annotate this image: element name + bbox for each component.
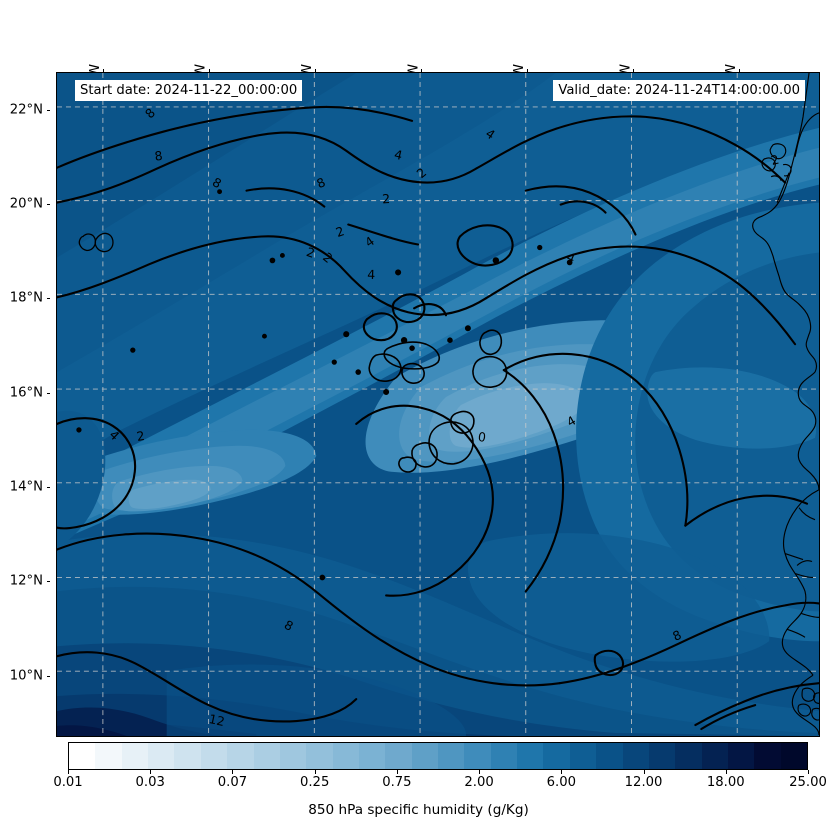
colorbar-tick-label-4: 0.75 [382, 775, 412, 790]
longitude-tickmark [208, 68, 210, 72]
latitude-tick-label-2: 18°N [9, 290, 43, 306]
colorbar[interactable]: 0.01 0.03 0.07 0.25 0.75 2.00 6.00 12.00 18.00 25… [53, 742, 827, 790]
start-date-annotation: Start date: 2024-11-22_00:00:00 [75, 80, 303, 102]
contour-label-12-21: 12 [207, 711, 226, 729]
colorbar-tickmark [68, 770, 69, 774]
longitude-tickmark [314, 68, 316, 72]
colorbar-segment-0 [69, 743, 96, 769]
colorbar-segment-23 [675, 743, 702, 769]
colorbar-tickmark [808, 770, 809, 774]
latitude-tick-label-3: 16°N [9, 385, 43, 401]
latitude-tickmark [46, 109, 50, 111]
colorbar-tickmark [314, 770, 316, 774]
colorbar-tick-label-9: 25.00 [789, 775, 827, 790]
contour-label-4-4: 4 [393, 147, 404, 163]
latitude-tickmark [46, 581, 50, 583]
latitude-tickmark [46, 392, 50, 394]
colorbar-tick-label-0: 0.01 [53, 775, 83, 790]
colorbar-segment-8 [279, 743, 307, 769]
colorbar-tick-label-5: 2.00 [464, 775, 494, 790]
longitude-tickmark [739, 68, 741, 72]
colorbar-segment-14 [438, 743, 465, 769]
colorbar-ticks: 0.01 0.03 0.07 0.25 0.75 2.00 6.00 12.00 18.00 25… [53, 770, 827, 800]
colorbar-tickmark [643, 770, 645, 774]
colorbar-segment-17 [517, 743, 544, 769]
colorbar-segment-10 [332, 743, 359, 769]
valid-date-annotation: Valid_date: 2024-11-24T14:00:00.00 [553, 80, 805, 102]
colorbar-tick-label-7: 12.00 [624, 775, 663, 790]
latitude-tickmark [46, 204, 50, 206]
contour-label-2-6: 2 [382, 191, 391, 206]
longitude-axis: 32.5°W30°W27.5°W25°W22.5°W20°W17.5°W [56, 0, 820, 113]
colorbar-tick-label-3: 0.25 [299, 775, 330, 790]
colorbar-segment-15 [464, 743, 491, 769]
colorbar-tickmark [725, 770, 727, 774]
colorbar-tick-label-6: 6.00 [546, 775, 577, 790]
colorbar-segment-18 [543, 743, 570, 769]
colorbar-segment-4 [174, 743, 201, 769]
colorbar-tick-label-2: 0.07 [217, 775, 248, 790]
contour-label-0-16: 0 [477, 429, 487, 445]
colorbar-segment-2 [121, 743, 149, 769]
colorbar-segment-3 [148, 743, 175, 769]
longitude-tickmark [633, 68, 635, 72]
colorbar-axis-label: 850 hPa specific humidity (g/Kg) [308, 802, 529, 818]
contour-label-2-18: 2 [136, 428, 146, 444]
colorbar-tickmark [479, 770, 481, 774]
colorbar-segment-1 [95, 743, 122, 769]
contour-label-4-11: 4 [367, 267, 376, 282]
latitude-tickmark [46, 487, 50, 489]
colorbar-gradient [68, 742, 808, 770]
colorbar-segment-6 [227, 743, 254, 769]
latitude-tick-label-6: 10°N [9, 668, 43, 684]
colorbar-segment-25 [727, 743, 755, 769]
latitude-tickmark [46, 675, 50, 677]
longitude-tickmark [102, 68, 104, 72]
colorbar-segment-22 [648, 743, 676, 769]
latitude-axis: 22°N 20°N 18°N 16°N 14°N 12°N 10°N [0, 72, 50, 737]
colorbar-tick-label-1: 0.03 [135, 775, 165, 790]
latitude-tick-label-1: 20°N [9, 196, 43, 212]
longitude-tickmark [527, 68, 529, 72]
colorbar-segment-20 [596, 743, 623, 769]
colorbar-segment-13 [411, 743, 439, 769]
map-plot-area[interactable]: 8 8 8 8 4 2 2 4 2 2 4 4 2 2 4 4 0 4 2 8 8 12 Start date: 2024… [56, 72, 820, 737]
colorbar-segment-26 [754, 743, 781, 769]
colorbar-segment-16 [490, 743, 518, 769]
colorbar-segment-21 [622, 743, 649, 769]
colorbar-tickmark [232, 770, 234, 774]
colorbar-tick-label-8: 18.00 [706, 775, 745, 790]
latitude-tick-label-0: 22°N [9, 102, 43, 118]
latitude-tick-label-5: 12°N [9, 573, 43, 589]
longitude-tickmark [421, 68, 423, 72]
colorbar-tickmark [150, 770, 152, 774]
colorbar-segment-9 [306, 743, 333, 769]
colorbar-segment-19 [569, 743, 597, 769]
contour-label-8-1: 8 [154, 148, 164, 164]
colorbar-tickmark [561, 770, 563, 774]
colorbar-segment-11 [358, 743, 386, 769]
contour-label-2-13: 2 [769, 152, 780, 168]
colorbar-tickmark [396, 770, 398, 774]
latitude-tickmark [46, 298, 50, 300]
colorbar-segment-27 [780, 743, 807, 769]
colorbar-segment-7 [253, 743, 280, 769]
latitude-tick-label-4: 14°N [9, 479, 43, 495]
colorbar-segment-12 [385, 743, 412, 769]
colorbar-segment-5 [200, 743, 228, 769]
colorbar-segment-24 [701, 743, 728, 769]
